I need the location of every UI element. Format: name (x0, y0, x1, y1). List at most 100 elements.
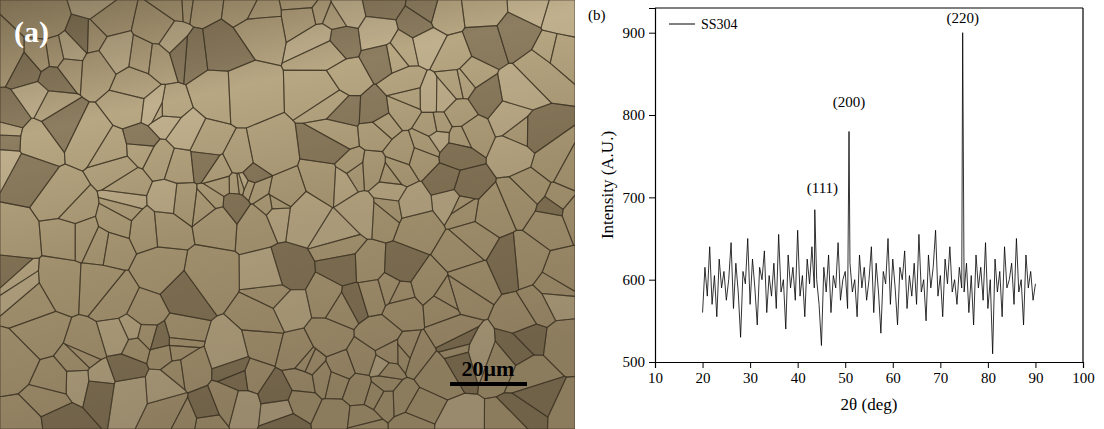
grain (312, 361, 331, 400)
grain (308, 234, 367, 261)
grain (433, 112, 452, 133)
grain (88, 270, 140, 321)
x-tick-mark (893, 362, 894, 368)
grain (325, 372, 349, 399)
grain (128, 247, 187, 294)
scale-bar-label: 20μm (462, 356, 515, 381)
grain (131, 0, 174, 44)
grain (98, 197, 142, 220)
grain (0, 271, 39, 317)
grain (154, 211, 195, 250)
grain (217, 371, 247, 391)
frame (1082, 8, 1083, 362)
grain (429, 131, 449, 152)
grain (281, 41, 346, 71)
grain (286, 191, 333, 248)
grain (145, 0, 184, 22)
grain (431, 229, 485, 272)
grain (405, 387, 447, 424)
grain (298, 159, 336, 208)
grain (108, 377, 148, 429)
grain (359, 45, 392, 85)
grain (184, 27, 208, 85)
micrograph (0, 0, 575, 429)
grain (119, 314, 141, 340)
grain (527, 103, 575, 153)
grain (326, 95, 360, 126)
grain (38, 256, 80, 317)
y-tick-label: 700 (623, 190, 646, 206)
y-tick-mark (649, 362, 655, 363)
y-axis-line (649, 9, 656, 363)
x-tick-label: 40 (791, 370, 806, 386)
grain (507, 0, 549, 28)
grain (516, 285, 556, 328)
grain (129, 205, 157, 254)
grain (228, 60, 284, 128)
grain (0, 150, 21, 193)
x-tick-label: 10 (648, 370, 663, 386)
grain (253, 194, 272, 216)
grain (9, 311, 72, 359)
grain (80, 51, 116, 103)
grain (295, 347, 316, 372)
grain (461, 0, 507, 28)
grain (99, 31, 133, 75)
grain (258, 367, 292, 404)
grain (126, 144, 154, 169)
grain (413, 27, 448, 69)
y-tick-mark (649, 33, 655, 34)
grain (535, 196, 563, 215)
legend: SS304 (669, 17, 738, 32)
y-tick: 900 (623, 25, 656, 41)
grain (164, 148, 194, 183)
grain (102, 167, 153, 195)
y-tick-label: 500 (623, 354, 646, 370)
grain (436, 327, 479, 353)
grain (439, 143, 486, 170)
grain (171, 397, 197, 429)
grain (498, 63, 552, 110)
grain (182, 0, 193, 24)
micrograph-background (0, 0, 575, 429)
grain (203, 19, 256, 71)
grain (29, 356, 67, 394)
grain (169, 337, 205, 347)
grain (141, 84, 165, 125)
grain (65, 14, 89, 53)
grain (311, 399, 350, 429)
grain (160, 270, 217, 320)
y-axis-title: Intensity (A.U.) (598, 131, 617, 239)
x-axis-line (656, 363, 1084, 369)
grain (229, 173, 239, 194)
x-tick-mark (1035, 362, 1036, 368)
grain (468, 73, 503, 118)
x-tick-mark (988, 362, 989, 368)
plot-area (703, 33, 1036, 354)
frame (655, 7, 1083, 8)
grain (106, 354, 149, 382)
grain (191, 152, 220, 184)
grain (87, 125, 128, 168)
y-tick: 600 (623, 272, 656, 288)
x-tick-label: 80 (981, 370, 996, 386)
x-tick-mark (845, 362, 846, 368)
x-tick-mark (940, 362, 941, 368)
grain (513, 230, 550, 289)
grain (0, 326, 40, 397)
grain (243, 163, 273, 183)
grain (11, 81, 49, 118)
grain (399, 181, 433, 218)
grain (543, 319, 575, 377)
grain (542, 245, 575, 291)
grain (542, 294, 575, 321)
grain (65, 344, 101, 368)
y-tick-label: 600 (623, 272, 646, 288)
grain (444, 199, 478, 230)
y-tick-label: 900 (623, 25, 646, 41)
grain (347, 419, 388, 429)
x-tick: 100 (1072, 362, 1095, 386)
x-tick-mark (798, 362, 799, 368)
y-tick-mark (649, 280, 655, 281)
grain (436, 76, 456, 112)
